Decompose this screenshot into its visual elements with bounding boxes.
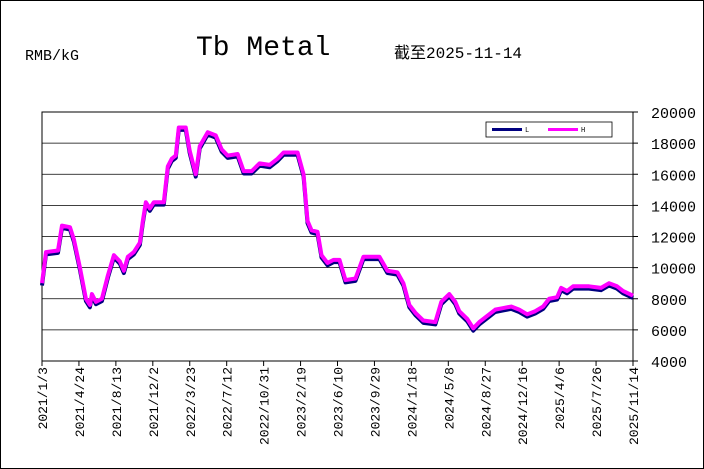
y-tick-label: 12000 bbox=[651, 231, 696, 248]
x-tick-label: 2022/7/12 bbox=[221, 367, 236, 437]
x-tick-label: 2021/1/3 bbox=[36, 367, 51, 429]
y-tick-label: 20000 bbox=[651, 106, 696, 123]
x-tick-label: 2025/4/6 bbox=[553, 367, 568, 429]
y-tick-label: 16000 bbox=[651, 168, 696, 185]
x-tick-label: 2023/9/29 bbox=[368, 367, 383, 437]
y-tick-label: 4000 bbox=[651, 355, 687, 372]
legend-label: H bbox=[581, 127, 585, 135]
x-tick-label: 2024/5/8 bbox=[442, 367, 457, 429]
unit-label: RMB/kG bbox=[25, 48, 79, 65]
x-tick-label: 2025/7/26 bbox=[590, 367, 605, 437]
y-tick-label: 18000 bbox=[651, 137, 696, 154]
y-tick-label: 6000 bbox=[651, 324, 687, 341]
x-tick-label: 2023/6/10 bbox=[332, 367, 347, 437]
x-tick-label: 2021/12/2 bbox=[147, 367, 162, 437]
x-tick-label: 2022/3/23 bbox=[184, 367, 199, 437]
y-tick-label: 10000 bbox=[651, 262, 696, 279]
x-tick-label: 2024/12/16 bbox=[516, 367, 531, 445]
date-note: 截至2025-11-14 bbox=[394, 44, 522, 63]
x-tick-label: 2021/8/13 bbox=[110, 367, 125, 437]
legend-label: L bbox=[525, 127, 529, 135]
y-tick-label: 8000 bbox=[651, 293, 687, 310]
x-tick-label: 2024/1/18 bbox=[405, 367, 420, 437]
x-tick-label: 2023/2/19 bbox=[295, 367, 310, 437]
x-tick-label: 2025/11/14 bbox=[627, 367, 642, 445]
x-tick-label: 2022/10/31 bbox=[258, 367, 273, 445]
x-tick-label: 2021/4/24 bbox=[73, 367, 88, 437]
x-tick-label: 2024/8/27 bbox=[479, 367, 494, 437]
series-line bbox=[40, 125, 634, 331]
chart-title: Tb Metal bbox=[196, 33, 330, 64]
y-tick-label: 14000 bbox=[651, 199, 696, 216]
